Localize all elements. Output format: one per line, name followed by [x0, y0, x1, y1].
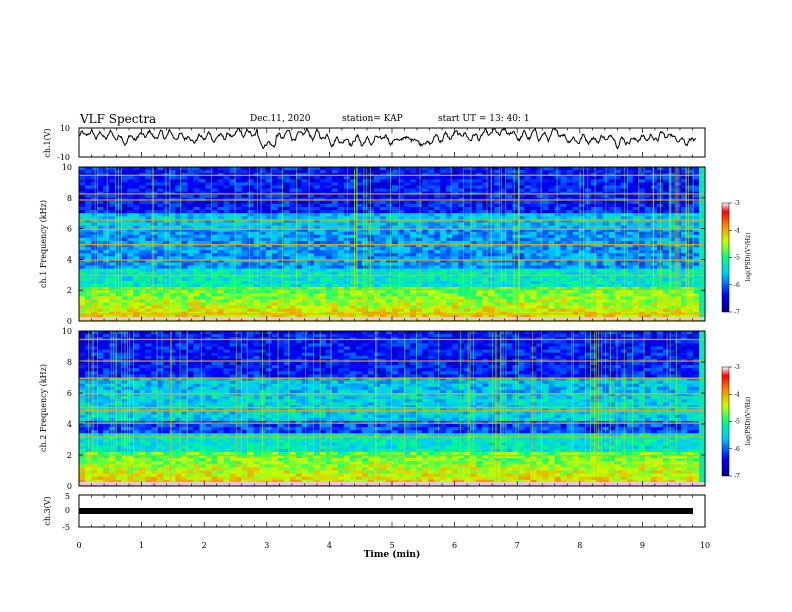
- spec-ytick-1-5: 10: [62, 163, 72, 172]
- colorbar-tick: -6: [734, 282, 740, 289]
- ch3-ytick-5: 5: [65, 492, 70, 501]
- x-tick-label: 1: [139, 541, 144, 550]
- ch1-ytick-bottom: -10: [57, 153, 70, 162]
- spec-ytick-2-3: 6: [67, 389, 72, 398]
- station-label: station= KAP: [342, 114, 403, 124]
- ch3-trace: [79, 508, 693, 514]
- spec-ytick-2-0: 0: [67, 482, 72, 491]
- chart-title: VLF Spectra: [80, 112, 157, 126]
- ch2-ylabel-channel: ch.2 Frequency (kHz): [39, 364, 48, 452]
- colorbar-tick: -3: [734, 364, 740, 371]
- spec-ytick-1-2: 4: [67, 255, 72, 264]
- x-tick-label: 8: [577, 541, 582, 550]
- ch2-colorbar-label: log(PSD)(V²/Hz): [745, 397, 752, 446]
- ch3-panel: 5 0 -5 ch.3(V): [43, 492, 706, 532]
- spec-ytick-1-1: 2: [67, 286, 72, 295]
- x-tick-label: 9: [640, 541, 645, 550]
- ch1-panel: 10 -10 ch.1(V): [43, 124, 706, 162]
- colorbar-tick: -5: [734, 255, 740, 262]
- spec-ytick-1-0: 0: [67, 317, 72, 326]
- ch1-ylabel-channel: ch.1 Frequency (kHz): [39, 200, 48, 288]
- spec-ytick-2-1: 2: [67, 451, 72, 460]
- ch3-ytick-neg5: -5: [62, 523, 70, 532]
- ch1-colorbar: -3 -4 -5 -6 -7 log(PSD)(V²/Hz): [721, 200, 752, 316]
- ch3-ytick-0: 0: [65, 506, 70, 515]
- x-tick-label: 5: [389, 541, 394, 550]
- x-tick-label: 4: [327, 541, 332, 550]
- ch3-ylabel: ch.3(V): [43, 496, 52, 525]
- ch1-ytick-top: 10: [60, 124, 70, 133]
- colorbar-tick: -3: [734, 200, 740, 207]
- colorbar-tick: -7: [734, 473, 740, 480]
- x-tick-label: 0: [76, 541, 81, 550]
- x-tick-label: 6: [452, 541, 457, 550]
- x-tick-label: 3: [264, 541, 269, 550]
- ch1-colorbar-label: log(PSD)(V²/Hz): [745, 233, 752, 282]
- x-tick-label: 10: [700, 541, 710, 550]
- spec-ytick-2-5: 10: [62, 327, 72, 336]
- ch1-trace: [78, 128, 697, 150]
- ch1-spectrogram-panel: 0 2 4 6 8 10 ch.1 Frequency (kHz): [39, 163, 706, 326]
- spec-ytick-1-3: 6: [67, 225, 72, 234]
- ch1-ylabel: ch.1(V): [43, 128, 52, 157]
- ch2-spectrogram-panel: 0 2 4 6 8 10 ch.2 Frequency (kHz): [39, 327, 706, 491]
- spec-ytick-2-2: 4: [67, 420, 72, 429]
- spec-ytick-2-4: 8: [67, 358, 72, 367]
- x-axis: 0 1 2 3 4 5 6 7 8 9 10: [76, 128, 710, 550]
- colorbar-tick: -4: [734, 227, 740, 234]
- x-tick-label: 2: [202, 541, 207, 550]
- colorbar-tick: -6: [734, 446, 740, 453]
- date-label: Dec.11, 2020: [250, 114, 311, 124]
- ch1-spectrogram: [79, 167, 706, 322]
- ch2-spectrogram: [79, 331, 706, 487]
- x-tick-label: 7: [515, 541, 520, 550]
- spec-ytick-1-4: 8: [67, 194, 72, 203]
- colorbar-tick: -5: [734, 419, 740, 426]
- colorbar-tick: -4: [734, 391, 740, 398]
- ch2-colorbar: -3 -4 -5 -6 -7 log(PSD)(V²/Hz): [721, 364, 752, 480]
- start-time-label: start UT = 13: 40: 1: [438, 114, 530, 124]
- x-axis-label: Time (min): [364, 549, 421, 560]
- colorbar-tick: -7: [734, 309, 740, 316]
